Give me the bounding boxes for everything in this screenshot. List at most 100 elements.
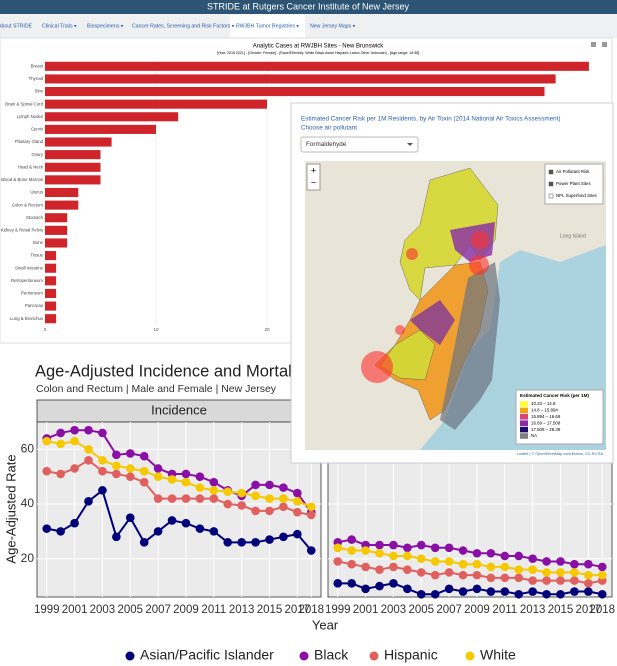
- power-plant[interactable]: [469, 255, 489, 275]
- point: [528, 576, 537, 585]
- y-axis-label: Age-Adjusted Rate: [3, 454, 18, 563]
- point: [139, 451, 149, 461]
- point: [584, 570, 593, 580]
- point: [223, 487, 233, 497]
- zoom-in[interactable]: +: [311, 165, 316, 175]
- point: [403, 565, 412, 574]
- nav-item[interactable]: Clinical Trials ▾: [42, 23, 77, 29]
- point: [181, 494, 191, 503]
- layer-toggle[interactable]: [548, 181, 554, 187]
- zoom-out[interactable]: −: [311, 177, 316, 187]
- point: [237, 501, 246, 510]
- point: [375, 581, 384, 591]
- point: [430, 557, 440, 566]
- layer-toggle[interactable]: [548, 193, 554, 199]
- point: [333, 557, 343, 566]
- point: [209, 486, 219, 495]
- y-tick-label: Bone: [33, 240, 44, 245]
- legend-label: Hispanic: [384, 647, 438, 663]
- legend-label: 17.508 – 28.39: [531, 427, 561, 432]
- dropdown-value[interactable]: Formaldehyde: [306, 141, 347, 148]
- point: [181, 477, 191, 487]
- point: [153, 464, 163, 473]
- legend-label: 16.69 – 17.508: [531, 420, 561, 425]
- bar: [45, 175, 101, 185]
- point: [444, 584, 454, 594]
- x-tick-label: 2017: [285, 604, 311, 616]
- legend-swatch: [520, 420, 528, 426]
- point: [584, 559, 593, 569]
- point: [98, 486, 107, 495]
- nav-item[interactable]: New Jersey Maps ▾: [310, 23, 356, 29]
- point: [500, 562, 510, 572]
- place-label: Long Island: [560, 233, 586, 239]
- point: [444, 568, 454, 577]
- zoom-control[interactable]: [306, 163, 321, 191]
- point: [139, 477, 149, 487]
- nj-north: [399, 167, 499, 301]
- bar: [45, 276, 57, 286]
- point: [514, 565, 524, 574]
- point: [195, 494, 205, 503]
- point: [209, 477, 219, 487]
- point: [375, 548, 384, 558]
- power-plant[interactable]: [395, 325, 405, 335]
- point: [139, 466, 149, 476]
- point: [389, 579, 398, 588]
- icon[interactable]: [591, 42, 596, 47]
- point: [528, 587, 537, 596]
- point: [251, 480, 260, 490]
- dropdown[interactable]: [300, 136, 419, 153]
- y-tick-label: Tissue: [31, 253, 44, 258]
- y-tick-label: Lymph Nodes: [17, 114, 43, 119]
- bar: [45, 137, 112, 147]
- point: [430, 589, 440, 599]
- nav-item[interactable]: Cancer Rates, Screening and Risk Factors…: [132, 23, 235, 29]
- point: [237, 488, 246, 498]
- point: [56, 527, 65, 536]
- power-plant[interactable]: [471, 231, 489, 249]
- nj-central: [410, 300, 455, 345]
- bar: [45, 238, 68, 248]
- point: [347, 535, 356, 544]
- point: [265, 506, 274, 516]
- y-tick-label: 40: [21, 496, 35, 510]
- y-tick-label: Peritoneum: [21, 291, 43, 296]
- point: [597, 562, 607, 572]
- point: [293, 507, 302, 517]
- point: [347, 559, 356, 569]
- point: [42, 466, 52, 476]
- point: [223, 538, 233, 547]
- point: [361, 562, 370, 572]
- x-tick-label: 10: [153, 327, 159, 332]
- nav-item[interactable]: RWJBH Tumor Registries ▾: [236, 23, 299, 29]
- point: [251, 506, 260, 516]
- legend-label: NA: [531, 433, 537, 438]
- layer-label[interactable]: Air Pollutant Risk: [556, 169, 590, 174]
- legend-marker: [125, 651, 135, 661]
- point: [251, 538, 260, 547]
- nav-item[interactable]: About STRIDE: [0, 23, 33, 29]
- legend-swatch: [520, 426, 528, 433]
- point: [70, 436, 79, 446]
- layer-label[interactable]: NPL Superfund Sites: [556, 193, 598, 198]
- bar: [45, 251, 57, 261]
- point: [293, 496, 302, 506]
- point: [472, 584, 482, 594]
- y-tick-label: Cervix: [31, 127, 44, 132]
- point: [389, 540, 398, 550]
- icon[interactable]: [602, 42, 607, 47]
- power-plant[interactable]: [361, 351, 393, 383]
- point: [98, 428, 107, 438]
- point: [528, 565, 537, 574]
- line-panel: Age-Adjusted Incidence and Mortality Col…: [0, 348, 617, 666]
- bar: [45, 187, 79, 198]
- point: [528, 554, 537, 564]
- layer-label[interactable]: Power Plant Sites: [556, 181, 591, 186]
- power-plant[interactable]: [406, 248, 418, 260]
- nav-item[interactable]: Biospecimens ▾: [87, 23, 124, 29]
- layer-toggle[interactable]: [548, 169, 554, 175]
- point: [279, 502, 288, 512]
- point: [542, 589, 551, 599]
